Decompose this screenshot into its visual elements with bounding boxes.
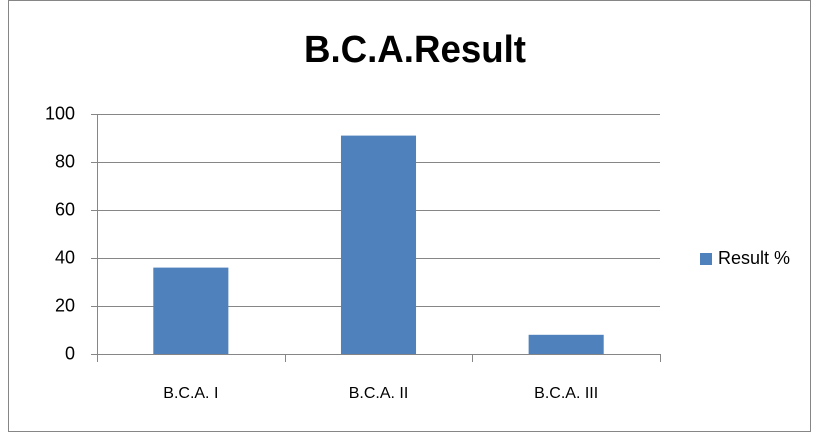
y-tick-label: 80 [55,151,75,171]
chart-title: B.C.A.Result [304,29,526,71]
bar [340,135,417,354]
y-tick-label: 100 [45,103,75,123]
legend-label: Result % [718,248,790,268]
legend-swatch [700,253,712,265]
x-tick-label: B.C.A. II [349,385,409,402]
bar [528,334,604,354]
y-tick-label: 0 [65,343,75,363]
bar [153,267,229,354]
y-tick-label: 40 [55,247,75,267]
x-tick-label: B.C.A. III [534,385,598,402]
x-tick-label: B.C.A. I [163,385,218,402]
y-tick-label: 60 [55,199,75,219]
y-tick-label: 20 [55,295,75,315]
